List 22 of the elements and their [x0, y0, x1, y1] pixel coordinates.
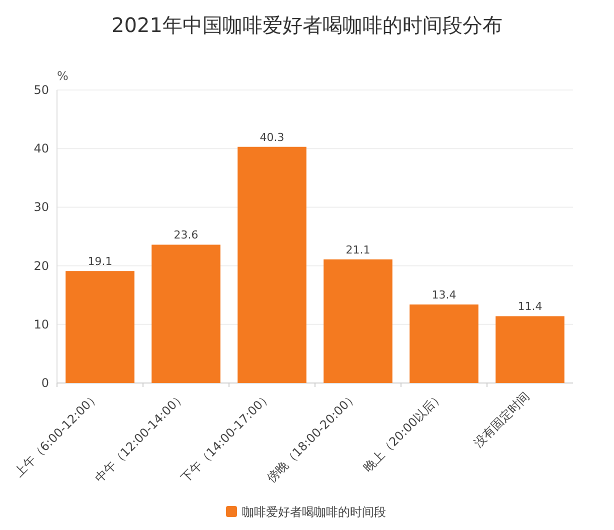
y-tick-label: 30	[34, 200, 49, 214]
y-axis-title: %	[57, 69, 68, 83]
y-tick-label: 40	[34, 142, 49, 156]
x-tick-label: 没有固定时间	[471, 389, 532, 450]
y-tick-label: 50	[34, 83, 49, 97]
bar	[152, 244, 220, 383]
data-label: 40.3	[260, 130, 284, 144]
chart-title: 2021年中国咖啡爱好者喝咖啡的时间段分布	[112, 13, 502, 37]
data-label: 21.1	[346, 243, 370, 256]
data-label: 13.4	[432, 288, 456, 302]
data-label: 19.1	[88, 255, 112, 268]
bar	[238, 146, 306, 383]
bar	[410, 304, 478, 383]
legend: 咖啡爱好者喝咖啡的时间段	[226, 505, 386, 519]
bar	[324, 259, 392, 383]
y-tick-label: 10	[34, 317, 49, 332]
data-label: 23.6	[174, 228, 198, 242]
data-label: 11.4	[518, 300, 542, 314]
y-tick-label: 0	[41, 376, 49, 390]
y-tick-label: 20	[34, 258, 49, 273]
bar	[66, 271, 134, 383]
bar	[496, 316, 564, 383]
